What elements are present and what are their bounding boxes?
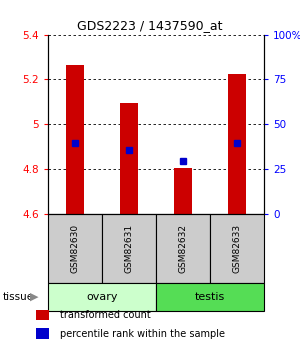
Bar [156, 214, 210, 283]
Text: transformed count: transformed count [60, 310, 151, 320]
Bar [228, 74, 247, 214]
Text: GSM82632: GSM82632 [178, 224, 188, 273]
Bar [48, 214, 102, 283]
Text: GDS2223 / 1437590_at: GDS2223 / 1437590_at [77, 19, 223, 32]
Text: percentile rank within the sample: percentile rank within the sample [60, 329, 225, 338]
Bar [48, 283, 156, 310]
Bar [120, 103, 139, 214]
Bar [36, 310, 50, 320]
Bar [210, 214, 264, 283]
Bar [156, 283, 264, 310]
Text: GSM82633: GSM82633 [232, 224, 242, 273]
Bar [102, 214, 156, 283]
Text: tissue: tissue [3, 292, 34, 302]
Text: GSM82630: GSM82630 [70, 224, 80, 273]
Text: ▶: ▶ [30, 292, 38, 302]
Bar [36, 328, 50, 339]
Bar [174, 168, 193, 214]
Bar [65, 65, 85, 214]
Text: GSM82631: GSM82631 [124, 224, 134, 273]
Text: testis: testis [195, 292, 225, 302]
Text: ovary: ovary [86, 292, 118, 302]
